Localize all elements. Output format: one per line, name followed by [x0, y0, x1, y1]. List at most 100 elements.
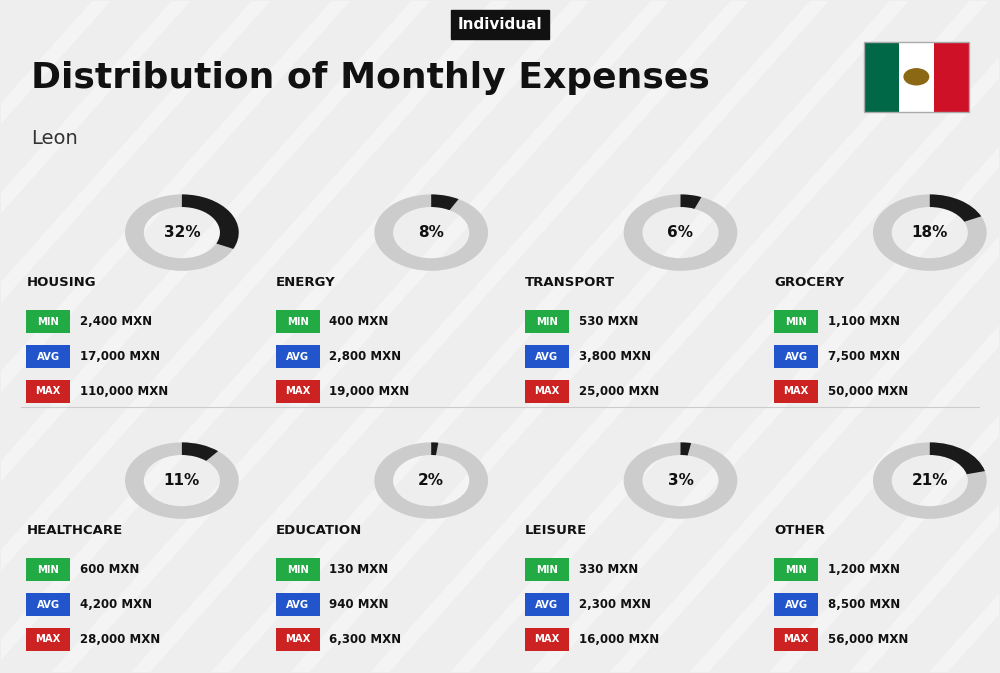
FancyBboxPatch shape — [525, 380, 569, 403]
Wedge shape — [873, 194, 987, 271]
Wedge shape — [930, 442, 985, 474]
Text: 32%: 32% — [164, 225, 200, 240]
Text: MAX: MAX — [285, 386, 310, 396]
Text: AVG: AVG — [37, 351, 60, 361]
Text: 7,500 MXN: 7,500 MXN — [828, 350, 900, 363]
Wedge shape — [873, 442, 987, 519]
Text: 18%: 18% — [912, 225, 948, 240]
Wedge shape — [624, 442, 737, 519]
FancyBboxPatch shape — [26, 380, 70, 403]
Text: Individual: Individual — [458, 17, 542, 32]
FancyBboxPatch shape — [276, 559, 320, 581]
Text: 17,000 MXN: 17,000 MXN — [80, 350, 160, 363]
FancyBboxPatch shape — [276, 310, 320, 333]
FancyBboxPatch shape — [276, 345, 320, 368]
Text: MIN: MIN — [287, 317, 309, 327]
FancyBboxPatch shape — [26, 593, 70, 616]
Text: OTHER: OTHER — [774, 524, 825, 537]
Text: MAX: MAX — [36, 635, 61, 645]
Text: 3%: 3% — [668, 473, 693, 488]
Text: Distribution of Monthly Expenses: Distribution of Monthly Expenses — [31, 61, 710, 96]
Text: 400 MXN: 400 MXN — [329, 315, 389, 328]
Text: AVG: AVG — [37, 600, 60, 610]
Text: 11%: 11% — [164, 473, 200, 488]
Text: MAX: MAX — [534, 635, 560, 645]
FancyBboxPatch shape — [774, 380, 818, 403]
Text: TRANSPORT: TRANSPORT — [525, 277, 615, 289]
Text: 1,200 MXN: 1,200 MXN — [828, 563, 900, 576]
Bar — [864, 42, 899, 112]
Text: 2,400 MXN: 2,400 MXN — [80, 315, 152, 328]
Text: 110,000 MXN: 110,000 MXN — [80, 385, 168, 398]
FancyBboxPatch shape — [276, 380, 320, 403]
Text: MIN: MIN — [287, 565, 309, 575]
Wedge shape — [431, 194, 459, 210]
Wedge shape — [680, 442, 691, 456]
Text: 1,100 MXN: 1,100 MXN — [828, 315, 900, 328]
Bar — [864, 42, 969, 112]
Text: 3,800 MXN: 3,800 MXN — [579, 350, 651, 363]
Text: 50,000 MXN: 50,000 MXN — [828, 385, 908, 398]
FancyBboxPatch shape — [26, 345, 70, 368]
Text: 4,200 MXN: 4,200 MXN — [80, 598, 152, 611]
Text: EDUCATION: EDUCATION — [276, 524, 362, 537]
Text: HEALTHCARE: HEALTHCARE — [26, 524, 123, 537]
Wedge shape — [680, 194, 701, 209]
Wedge shape — [624, 194, 737, 271]
Text: MAX: MAX — [285, 635, 310, 645]
Text: MIN: MIN — [536, 565, 558, 575]
Text: HOUSING: HOUSING — [26, 277, 96, 289]
Text: 8,500 MXN: 8,500 MXN — [828, 598, 900, 611]
Wedge shape — [182, 442, 218, 461]
Text: LEISURE: LEISURE — [525, 524, 587, 537]
Text: 330 MXN: 330 MXN — [579, 563, 638, 576]
Text: 6%: 6% — [667, 225, 693, 240]
FancyBboxPatch shape — [26, 310, 70, 333]
Text: AVG: AVG — [286, 600, 309, 610]
Text: 2,300 MXN: 2,300 MXN — [579, 598, 651, 611]
FancyBboxPatch shape — [276, 593, 320, 616]
Circle shape — [903, 68, 929, 85]
Bar — [934, 42, 969, 112]
Text: AVG: AVG — [785, 351, 808, 361]
Text: AVG: AVG — [286, 351, 309, 361]
Text: MIN: MIN — [785, 565, 807, 575]
Text: MIN: MIN — [37, 317, 59, 327]
Text: MAX: MAX — [783, 386, 809, 396]
Text: 8%: 8% — [418, 225, 444, 240]
Text: MIN: MIN — [37, 565, 59, 575]
Wedge shape — [182, 194, 239, 249]
Text: MAX: MAX — [36, 386, 61, 396]
Text: 25,000 MXN: 25,000 MXN — [579, 385, 659, 398]
Text: AVG: AVG — [535, 600, 558, 610]
Text: MAX: MAX — [534, 386, 560, 396]
Text: AVG: AVG — [535, 351, 558, 361]
FancyBboxPatch shape — [26, 628, 70, 651]
FancyBboxPatch shape — [525, 593, 569, 616]
Wedge shape — [125, 194, 239, 271]
Wedge shape — [125, 442, 239, 519]
FancyBboxPatch shape — [26, 559, 70, 581]
FancyBboxPatch shape — [525, 310, 569, 333]
Wedge shape — [374, 442, 488, 519]
FancyBboxPatch shape — [774, 310, 818, 333]
Text: MIN: MIN — [536, 317, 558, 327]
FancyBboxPatch shape — [525, 628, 569, 651]
Text: 530 MXN: 530 MXN — [579, 315, 638, 328]
Text: GROCERY: GROCERY — [774, 277, 844, 289]
Text: 56,000 MXN: 56,000 MXN — [828, 633, 908, 646]
Text: AVG: AVG — [785, 600, 808, 610]
Wedge shape — [374, 194, 488, 271]
FancyBboxPatch shape — [525, 345, 569, 368]
Text: 6,300 MXN: 6,300 MXN — [329, 633, 402, 646]
Text: 130 MXN: 130 MXN — [329, 563, 389, 576]
Text: MIN: MIN — [785, 317, 807, 327]
Text: MAX: MAX — [783, 635, 809, 645]
Text: Leon: Leon — [31, 129, 78, 148]
Text: 16,000 MXN: 16,000 MXN — [579, 633, 659, 646]
Text: 28,000 MXN: 28,000 MXN — [80, 633, 160, 646]
Text: 2%: 2% — [418, 473, 444, 488]
Text: 19,000 MXN: 19,000 MXN — [329, 385, 410, 398]
Wedge shape — [930, 194, 981, 221]
Text: 21%: 21% — [912, 473, 948, 488]
